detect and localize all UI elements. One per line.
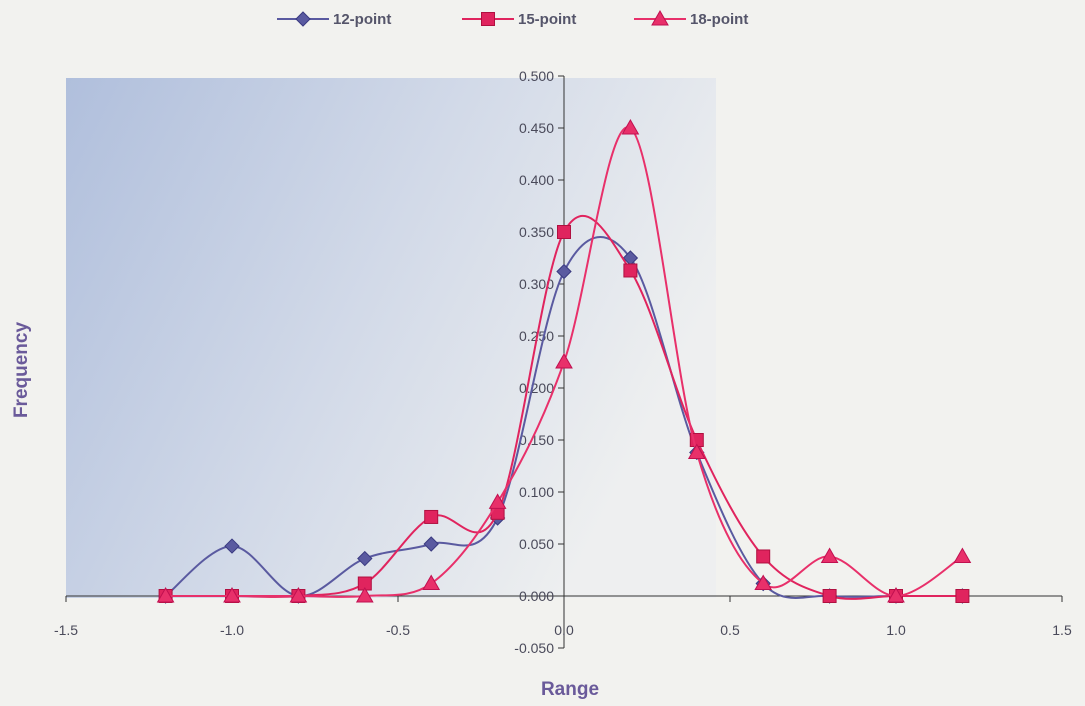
y-tick-label: 0.000 bbox=[519, 588, 554, 604]
legend-item: 12-point bbox=[277, 11, 391, 28]
data-point bbox=[555, 352, 573, 369]
data-point bbox=[424, 509, 439, 524]
data-point bbox=[557, 225, 571, 239]
legend-marker bbox=[295, 11, 311, 27]
legend-marker bbox=[481, 12, 495, 26]
data-point bbox=[621, 118, 640, 135]
data-point bbox=[422, 574, 441, 591]
data-point bbox=[289, 586, 308, 603]
data-point bbox=[355, 586, 374, 603]
data-point bbox=[223, 586, 241, 603]
data-point bbox=[820, 547, 839, 563]
data-point bbox=[224, 538, 240, 554]
y-tick-label: 0.450 bbox=[519, 120, 554, 136]
data-point bbox=[756, 549, 771, 564]
data-point bbox=[556, 263, 572, 280]
x-tick-label: 0.5 bbox=[720, 622, 740, 638]
data-point bbox=[754, 574, 773, 591]
data-point bbox=[357, 550, 373, 567]
data-point bbox=[156, 586, 175, 603]
y-tick-label: 0.350 bbox=[519, 224, 554, 240]
x-tick-label: -1.5 bbox=[54, 622, 78, 638]
legend-label: 18-point bbox=[690, 11, 748, 28]
data-point bbox=[687, 443, 706, 459]
series-18-point bbox=[156, 118, 972, 603]
data-point bbox=[955, 589, 970, 603]
data-point bbox=[822, 589, 837, 603]
legend-label: 12-point bbox=[333, 11, 391, 28]
series-layer bbox=[156, 118, 972, 604]
x-tick-label: 0.0 bbox=[554, 622, 574, 638]
series-line bbox=[165, 126, 963, 598]
legend-item: 18-point bbox=[634, 9, 748, 28]
data-point bbox=[953, 547, 972, 563]
data-point bbox=[488, 493, 507, 509]
legend-label: 15-point bbox=[518, 11, 576, 28]
data-point bbox=[423, 536, 439, 552]
legend-item: 15-point bbox=[462, 11, 576, 28]
y-tick-label: 0.400 bbox=[519, 172, 554, 188]
x-tick-label: -0.5 bbox=[386, 622, 410, 638]
data-point bbox=[623, 263, 638, 278]
x-axis-title: Range bbox=[541, 679, 599, 700]
y-tick-label: 0.100 bbox=[519, 484, 554, 500]
legend: 12-point 15-point 18-point bbox=[277, 9, 748, 28]
y-tick-label: 0.500 bbox=[519, 68, 554, 84]
y-tick-label: -0.050 bbox=[514, 640, 554, 656]
y-tick-label: 0.300 bbox=[519, 276, 554, 292]
plot-shading bbox=[66, 78, 716, 598]
x-tick-label: 1.0 bbox=[886, 622, 906, 638]
y-axis-title: Frequency bbox=[11, 322, 32, 419]
x-tick-label: 1.5 bbox=[1052, 622, 1072, 638]
y-tick-label: 0.200 bbox=[519, 380, 554, 396]
legend-marker bbox=[651, 9, 669, 26]
y-tick-label: 0.050 bbox=[519, 536, 554, 552]
y-tick-label: 0.150 bbox=[519, 432, 554, 448]
data-point bbox=[887, 586, 905, 603]
x-tick-label: -1.0 bbox=[220, 622, 244, 638]
